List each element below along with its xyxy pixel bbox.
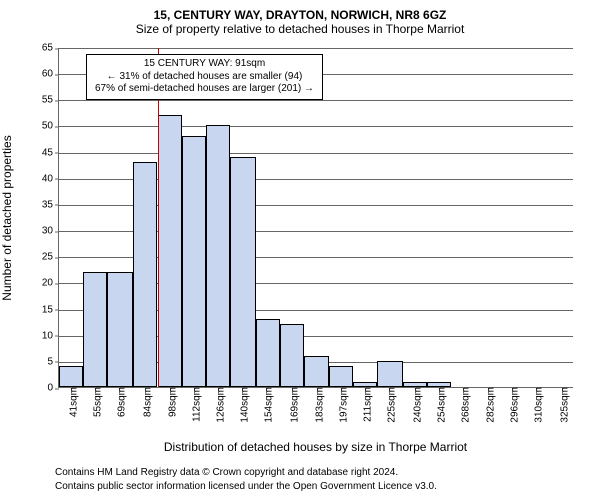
chart-subtitle: Size of property relative to detached ho… — [0, 22, 600, 36]
histogram-bar — [83, 272, 107, 387]
footer-line-1: Contains HM Land Registry data © Crown c… — [55, 467, 398, 478]
gridline — [59, 100, 573, 101]
y-tick-label: 20 — [42, 278, 59, 289]
y-tick-label: 25 — [42, 252, 59, 263]
annotation-line: 67% of semi-detached houses are larger (… — [95, 83, 314, 96]
histogram-bar — [256, 319, 280, 387]
histogram-bar — [158, 115, 182, 387]
footer-line-2: Contains public sector information licen… — [55, 481, 437, 492]
x-tick-label: 268sqm — [455, 387, 472, 423]
x-tick-label: 211sqm — [356, 387, 373, 422]
gridline — [59, 48, 573, 49]
annotation-line: 15 CENTURY WAY: 91sqm — [95, 58, 314, 71]
chart-title: 15, CENTURY WAY, DRAYTON, NORWICH, NR8 6… — [0, 8, 600, 22]
histogram-bar — [377, 361, 403, 387]
x-tick-label: 169sqm — [284, 387, 301, 423]
x-tick-label: 183sqm — [308, 387, 325, 423]
x-tick-label: 112sqm — [185, 387, 202, 422]
y-tick-label: 10 — [42, 330, 59, 341]
histogram-bar — [230, 157, 256, 387]
x-tick-label: 55sqm — [87, 387, 104, 417]
annotation-line: ← 31% of detached houses are smaller (94… — [95, 71, 314, 84]
y-tick-label: 15 — [42, 304, 59, 315]
x-tick-label: 325sqm — [553, 387, 570, 423]
y-tick-label: 5 — [47, 356, 59, 367]
x-tick-label: 69sqm — [111, 387, 128, 417]
histogram-bar — [133, 162, 157, 387]
x-tick-label: 140sqm — [234, 387, 251, 423]
y-tick-label: 55 — [42, 95, 59, 106]
y-tick-label: 40 — [42, 173, 59, 184]
x-tick-label: 310sqm — [527, 387, 544, 423]
histogram-bar — [59, 366, 83, 387]
y-tick-label: 65 — [42, 43, 59, 54]
x-axis-label: Distribution of detached houses by size … — [58, 440, 573, 454]
x-tick-label: 225sqm — [381, 387, 398, 423]
x-tick-label: 98sqm — [161, 387, 178, 417]
histogram-bar — [280, 324, 304, 387]
histogram-bar — [304, 356, 328, 387]
x-tick-label: 41sqm — [63, 387, 80, 417]
x-tick-label: 282sqm — [479, 387, 496, 423]
histogram-bar — [182, 136, 206, 387]
y-axis-label: Number of detached properties — [0, 135, 14, 300]
y-tick-label: 60 — [42, 69, 59, 80]
x-tick-label: 254sqm — [431, 387, 448, 423]
gridline — [59, 153, 573, 154]
histogram-bar — [206, 125, 230, 387]
y-tick-label: 35 — [42, 199, 59, 210]
x-tick-label: 126sqm — [209, 387, 226, 423]
x-tick-label: 296sqm — [503, 387, 520, 423]
x-tick-label: 240sqm — [407, 387, 424, 423]
y-tick-label: 50 — [42, 121, 59, 132]
annotation-box: 15 CENTURY WAY: 91sqm← 31% of detached h… — [86, 54, 323, 100]
y-tick-label: 30 — [42, 226, 59, 237]
x-tick-label: 197sqm — [332, 387, 349, 423]
x-tick-label: 84sqm — [137, 387, 154, 417]
histogram-bar — [329, 366, 353, 387]
x-tick-label: 154sqm — [258, 387, 275, 423]
histogram-bar — [107, 272, 133, 387]
gridline — [59, 126, 573, 127]
chart-root: 15, CENTURY WAY, DRAYTON, NORWICH, NR8 6… — [0, 8, 600, 36]
y-tick-label: 0 — [47, 383, 59, 394]
y-tick-label: 45 — [42, 147, 59, 158]
